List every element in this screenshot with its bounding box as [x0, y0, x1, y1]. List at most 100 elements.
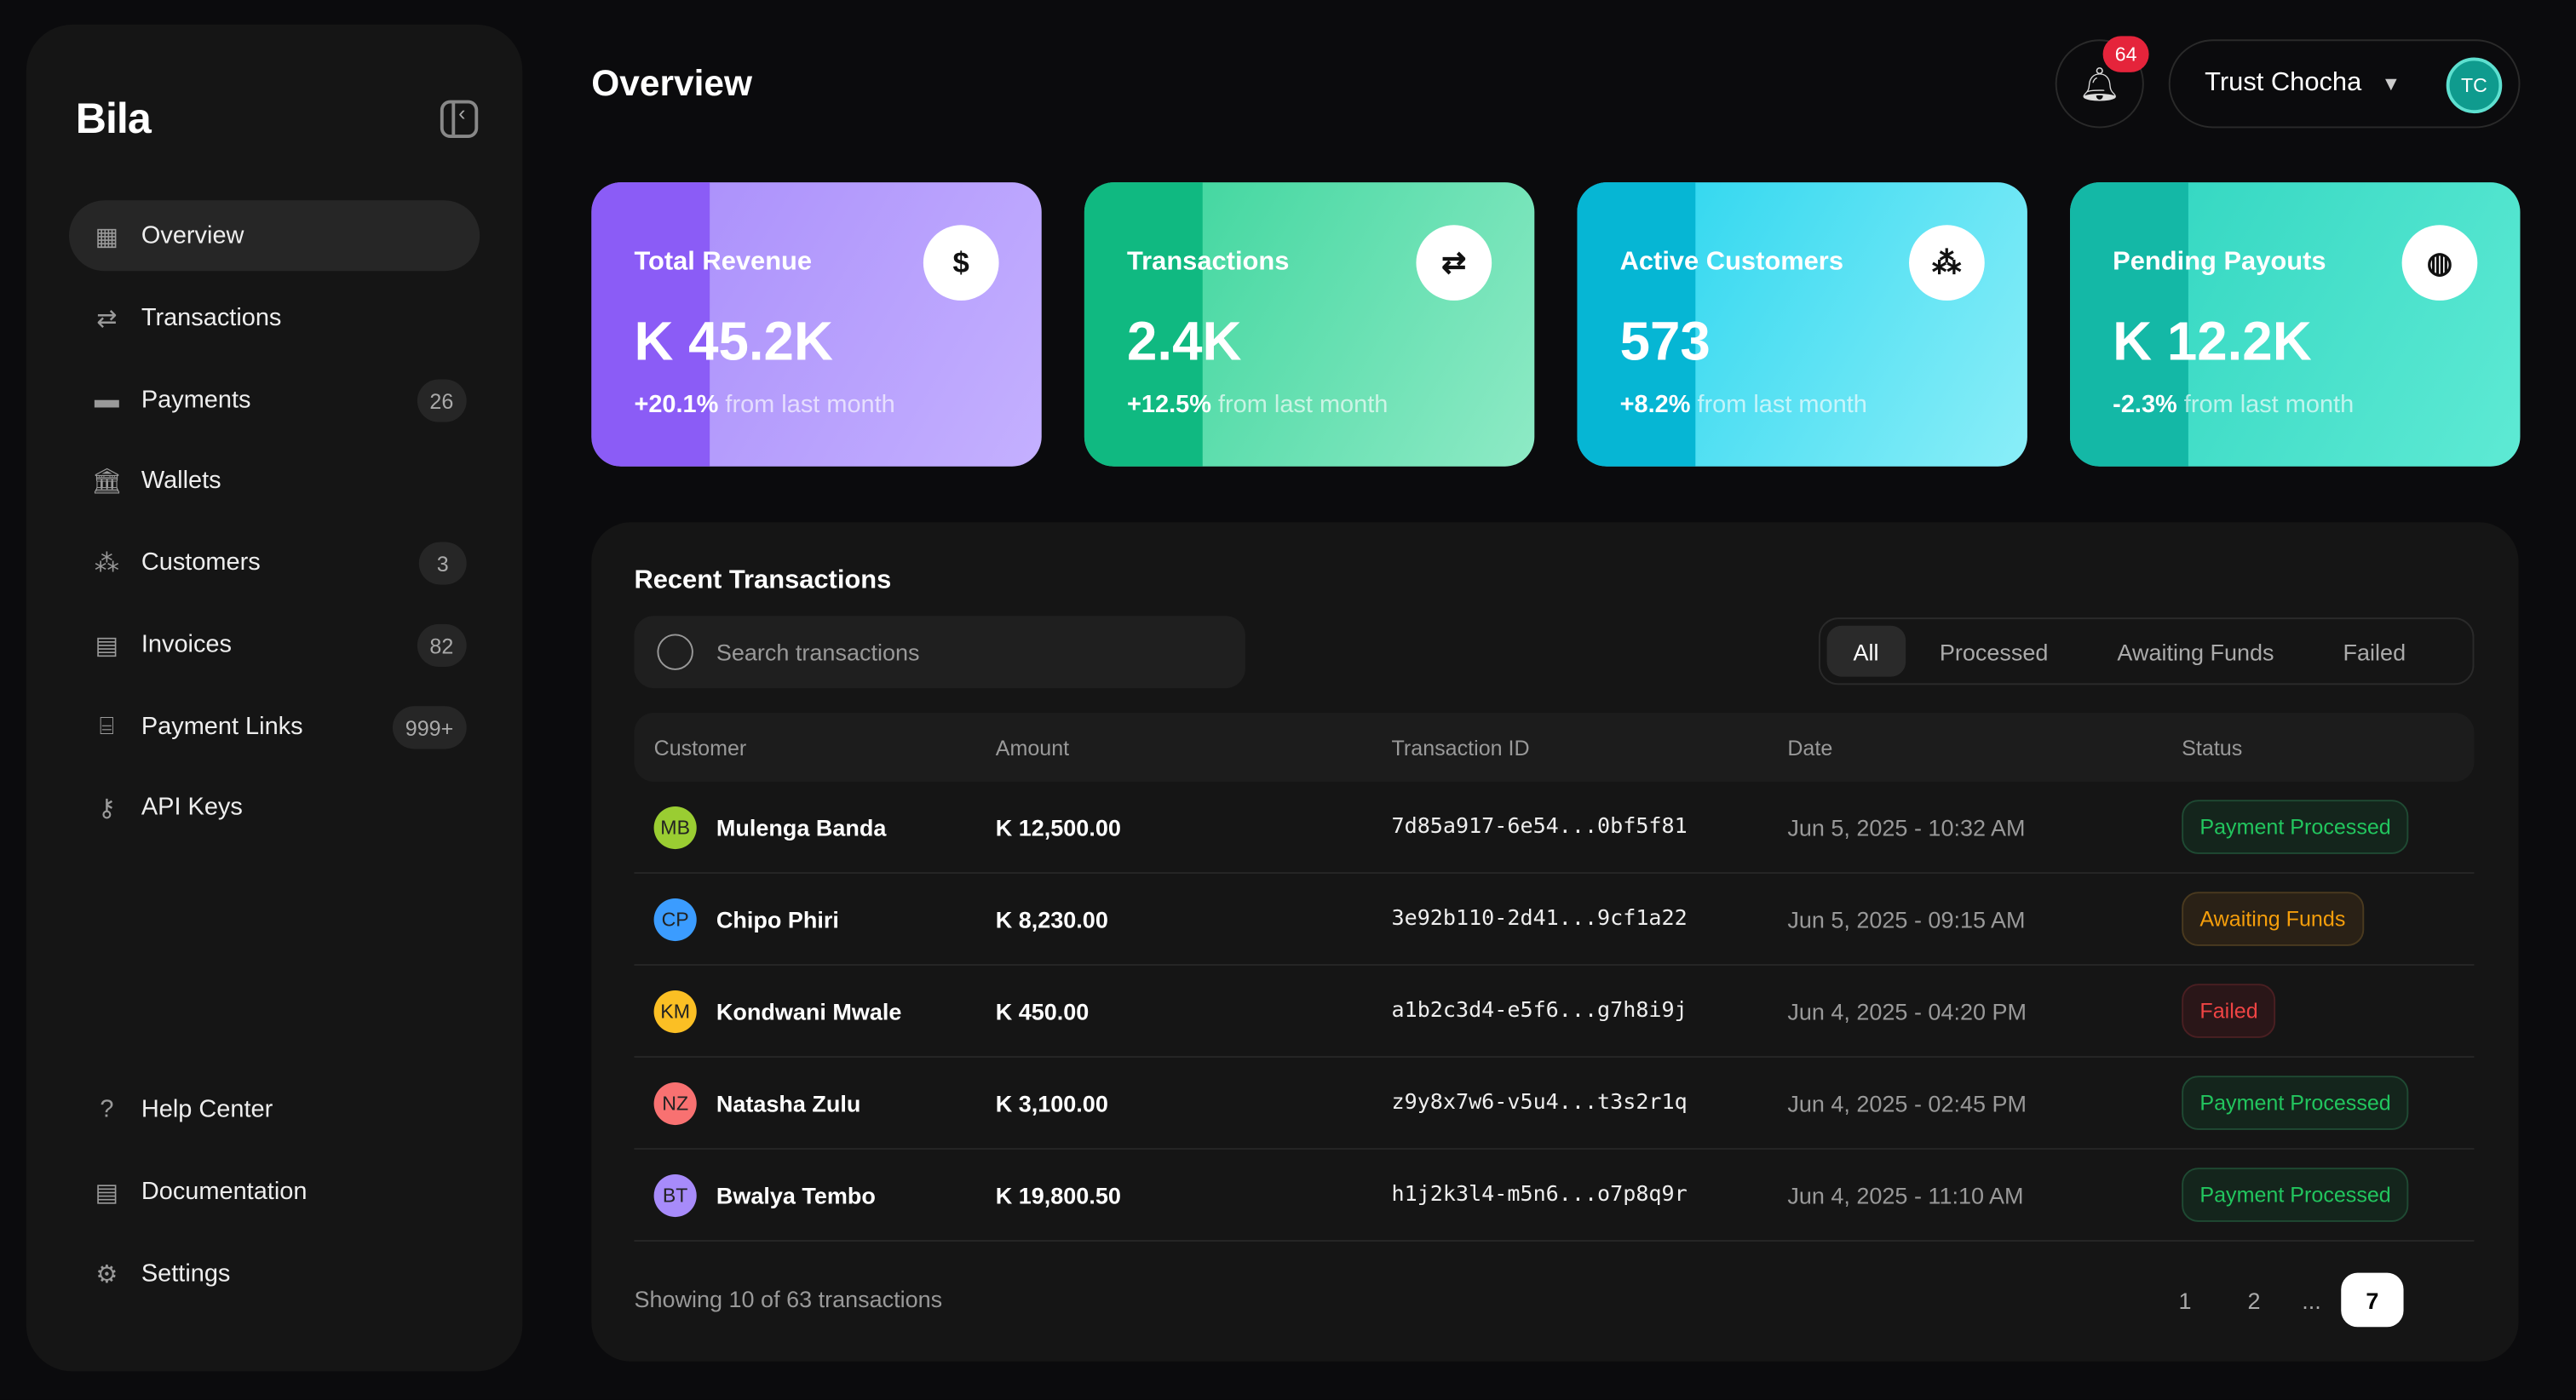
column-header: Amount [995, 735, 1070, 760]
date: Jun 5, 2025 - 10:32 AM [1787, 813, 2026, 841]
sidebar-item-customers[interactable]: ⁂ Customers 3 [69, 527, 480, 598]
card-change: -2.3% from last month [2113, 391, 2355, 419]
card-value: 2.4K [1127, 310, 1242, 371]
pagination-summary: Showing 10 of 63 transactions [634, 1286, 943, 1312]
user-menu[interactable]: Trust Chocha ▼ TC [2168, 39, 2521, 129]
table-row[interactable]: CP Chipo Phiri K 8,230.00 3e92b110-2d41..… [634, 874, 2475, 967]
notifications-button[interactable]: 🔔︎ [2055, 39, 2144, 129]
table-row[interactable]: NZ Natasha Zulu K 3,100.00 z9y8x7w6-v5u4.… [634, 1058, 2475, 1150]
help-icon: ? [100, 1095, 114, 1124]
sidebar-item-label: Documentation [141, 1177, 308, 1206]
card-accent [2070, 182, 2188, 467]
card-value: K 45.2K [634, 310, 833, 371]
stat-card[interactable]: Total Revenue K 45.2K +20.1% from last m… [591, 182, 1042, 467]
card-change: +12.5% from last month [1127, 391, 1389, 419]
status-badge: Payment Processed [2182, 800, 2409, 854]
card-accent [1577, 182, 1696, 467]
table-row[interactable]: BT Bwalya Tembo K 19,800.50 h1j2k3l4-m5n6… [634, 1150, 2475, 1242]
avatar: TC [2446, 57, 2503, 114]
wallet-icon: ◍ [2401, 225, 2478, 301]
avatar: MB [653, 805, 697, 849]
users-icon: ⁂ [1909, 225, 1985, 301]
sidebar-item-transactions[interactable]: ⇄ Transactions [69, 283, 480, 353]
page-7[interactable]: 7 [2341, 1272, 2404, 1328]
recent-transactions-panel: Recent Transactions Search transactions … [591, 522, 2519, 1362]
transaction-id: a1b2c3d4-e5f6...g7h8i9j [1391, 998, 1688, 1024]
sidebar-item-label: Transactions [141, 303, 282, 332]
count-badge: 999+ [392, 706, 467, 749]
sidebar-item-label: API Keys [141, 793, 243, 822]
table-row[interactable]: MB Mulenga Banda K 12,500.00 7d85a917-6e5… [634, 782, 2475, 875]
page-title: Overview [591, 62, 752, 104]
sidebar-item-label: Help Center [141, 1095, 273, 1124]
search-icon [657, 634, 693, 670]
status-badge: Failed [2182, 984, 2276, 1038]
amount: K 3,100.00 [995, 1089, 1108, 1116]
sidebar-item-documentation[interactable]: ▤ Documentation [69, 1156, 480, 1227]
bank-icon: 🏛︎ [91, 467, 123, 496]
tab-processed[interactable]: Processed [1939, 638, 2049, 665]
customer-name: Chipo Phiri [716, 905, 839, 932]
collapse-sidebar-icon[interactable] [440, 100, 479, 139]
date: Jun 4, 2025 - 04:20 PM [1787, 997, 2027, 1024]
count-badge: 26 [416, 379, 467, 422]
date: Jun 4, 2025 - 11:10 AM [1787, 1181, 2024, 1208]
status-badge: Awaiting Funds [2182, 892, 2364, 946]
amount: K 19,800.50 [995, 1181, 1121, 1208]
card-accent [591, 182, 710, 467]
sidebar-item-invoices[interactable]: ▤ Invoices 82 [69, 610, 480, 680]
sidebar-item-wallets[interactable]: 🏛︎ Wallets [69, 445, 480, 516]
search-input[interactable]: Search transactions [634, 616, 1245, 689]
tab-failed[interactable]: Failed [2343, 638, 2406, 665]
card-change: +8.2% from last month [1619, 391, 1867, 419]
scan-icon: ⌸ [99, 713, 115, 741]
sidebar-item-label: Customers [141, 548, 261, 577]
count-badge: 3 [418, 542, 467, 585]
amount: K 12,500.00 [995, 813, 1121, 841]
receipt-icon: ▤ [95, 631, 119, 660]
document-icon: ▤ [95, 1178, 119, 1207]
transaction-id: h1j2k3l4-m5n6...o7p8q9r [1391, 1182, 1688, 1208]
column-header: Transaction ID [1391, 735, 1530, 760]
customer-name: Kondwani Mwale [716, 997, 902, 1024]
date: Jun 4, 2025 - 02:45 PM [1787, 1089, 2027, 1116]
tab-awaiting-funds[interactable]: Awaiting Funds [2117, 638, 2274, 665]
status-filter-tabs: All Processed Awaiting Funds Failed [1818, 617, 2475, 686]
logo: Bila [75, 93, 152, 143]
stat-card[interactable]: Transactions 2.4K +12.5% from last month… [1084, 182, 1535, 467]
bell-icon: 🔔︎ [2079, 66, 2121, 103]
page-ellipsis: ... [2302, 1287, 2321, 1313]
sidebar-item-api-keys[interactable]: ⚷ API Keys [69, 772, 480, 842]
transaction-id: 3e92b110-2d41...9cf1a22 [1391, 906, 1688, 932]
sidebar-item-label: Payment Links [141, 713, 303, 741]
chevron-down-icon: ▼ [2381, 72, 2401, 95]
users-icon: ⁂ [94, 549, 119, 577]
column-header: Date [1787, 735, 1833, 760]
card-title: Total Revenue [634, 248, 813, 277]
sidebar-item-settings[interactable]: ⚙ Settings [69, 1238, 480, 1309]
sidebar-item-label: Wallets [141, 466, 221, 495]
card-title: Active Customers [1619, 248, 1843, 277]
transactions-icon: ⇄ [1416, 225, 1492, 301]
transaction-id: z9y8x7w6-v5u4...t3s2r1q [1391, 1090, 1688, 1116]
card-title: Transactions [1127, 248, 1290, 277]
sidebar-item-overview[interactable]: ▦ Overview [69, 200, 480, 272]
page-2[interactable]: 2 [2247, 1287, 2261, 1313]
table-row[interactable]: KM Kondwani Mwale K 450.00 a1b2c3d4-e5f6.… [634, 966, 2475, 1059]
avatar: NZ [653, 1081, 697, 1125]
sidebar-item-help-center[interactable]: ? Help Center [69, 1074, 480, 1145]
count-badge: 82 [416, 623, 467, 668]
tab-all[interactable]: All [1826, 625, 1906, 677]
column-header: Status [2182, 735, 2243, 760]
sidebar-item-payments[interactable]: ▬ Payments 26 [69, 364, 480, 435]
avatar: CP [653, 897, 697, 941]
stat-card[interactable]: Active Customers 573 +8.2% from last mon… [1577, 182, 2027, 467]
notification-count: 64 [2102, 36, 2149, 72]
page-1[interactable]: 1 [2178, 1287, 2192, 1313]
user-name: Trust Chocha [2205, 69, 2362, 97]
sidebar-item-label: Invoices [141, 630, 232, 659]
column-header: Customer [653, 735, 747, 760]
stat-card[interactable]: Pending Payouts K 12.2K -2.3% from last … [2070, 182, 2521, 467]
sidebar-item-payment-links[interactable]: ⌸ Payment Links 999+ [69, 691, 480, 762]
transaction-id: 7d85a917-6e54...0bf5f81 [1391, 814, 1688, 840]
